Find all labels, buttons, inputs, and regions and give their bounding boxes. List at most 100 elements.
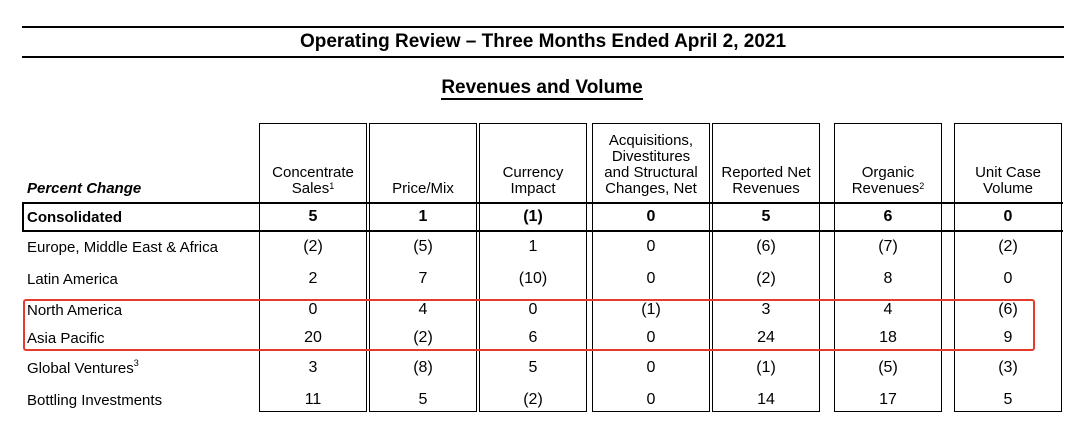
table-cell: 2: [308, 270, 318, 287]
table-cell: 0: [528, 301, 538, 318]
row-label: Europe, Middle East & Africa: [27, 239, 218, 256]
table-cell: 0: [646, 238, 656, 255]
table-cell: 6: [883, 208, 893, 225]
table-cell: (6): [756, 238, 776, 255]
table-cell: 4: [418, 301, 428, 318]
table-cell: 5: [761, 208, 771, 225]
column-header: Concentrate Sales1: [259, 165, 367, 197]
table-cell: (2): [756, 270, 776, 287]
table-cell: (6): [998, 301, 1018, 318]
table-cell: 3: [761, 301, 771, 318]
table-cell: 5: [418, 391, 428, 408]
table-cell: 18: [879, 329, 897, 346]
table-cell: 0: [646, 359, 656, 376]
table-cell: (5): [878, 359, 898, 376]
column-header: Acquisitions, Divestitures and Structural C…: [592, 133, 710, 197]
column-header: Currency Impact: [479, 165, 587, 197]
table-cell: 0: [308, 301, 318, 318]
column-header-line: Acquisitions,: [608, 132, 694, 149]
column-box: [712, 123, 820, 412]
column-header-line: Price/Mix: [392, 180, 454, 197]
table-cell: 0: [646, 391, 656, 408]
column-box: [834, 123, 942, 412]
row-label: North America: [27, 302, 122, 319]
row-label-text: North America: [27, 302, 123, 319]
title-rule: [22, 56, 1064, 58]
row-label-text: Consolidated: [27, 209, 123, 226]
table-cell: 5: [528, 359, 538, 376]
row-label-text: Global Ventures: [27, 360, 134, 377]
table-cell: 0: [646, 329, 656, 346]
row-label-text: Latin America: [27, 271, 118, 288]
top-rule: [22, 26, 1064, 28]
table-cell: 11: [304, 391, 322, 408]
footnote-marker: 2: [919, 181, 925, 191]
row-label: Latin America: [27, 271, 118, 288]
highlight-box: [23, 299, 1035, 351]
footnote-marker: 3: [133, 358, 139, 368]
column-header-line: Currency: [502, 164, 564, 181]
section-subtitle: Revenues and Volume: [0, 77, 1080, 100]
column-header-line: Impact: [510, 180, 556, 197]
column-header-line: Organic: [861, 164, 915, 181]
row-label: Bottling Investments: [27, 392, 162, 409]
table-cell: 0: [1003, 270, 1013, 287]
column-header-line: and Structural: [604, 164, 698, 181]
table-cell: 0: [646, 270, 656, 287]
column-header: Reported Net Revenues: [712, 165, 820, 197]
subtitle-text: Revenues and Volume: [441, 77, 643, 100]
column-box: [259, 123, 367, 412]
consolidated-rule: [22, 230, 1063, 232]
table-cell: (7): [878, 238, 898, 255]
table-cell: 14: [757, 391, 775, 408]
table-cell: 1: [418, 208, 428, 225]
column-header: Price/Mix: [369, 181, 477, 197]
column-header-line: Volume: [982, 180, 1034, 197]
table-cell: (10): [518, 270, 548, 287]
table-cell: (2): [413, 329, 433, 346]
column-header-line: Unit Case: [975, 164, 1041, 181]
column-header-line: Sales1: [291, 180, 335, 197]
column-header: Organic Revenues2: [834, 165, 942, 197]
row-label-text: Europe, Middle East & Africa: [27, 239, 218, 256]
row-label: Global Ventures3: [27, 358, 139, 377]
table-cell: 0: [1003, 208, 1013, 225]
column-header: Unit Case Volume: [954, 165, 1062, 197]
table-cell: 1: [528, 238, 538, 255]
column-header-line: Revenues2: [851, 180, 925, 197]
column-header-line: Reported Net: [721, 164, 811, 181]
table-cell: 7: [418, 270, 428, 287]
table-cell: 24: [757, 329, 775, 346]
row-label: Consolidated: [27, 209, 122, 226]
table-cell: 5: [308, 208, 318, 225]
table-cell: (8): [413, 359, 433, 376]
column-box: [369, 123, 477, 412]
row-label: Asia Pacific: [27, 330, 105, 347]
column-header-line: Concentrate: [272, 164, 354, 181]
table-cell: 20: [304, 329, 322, 346]
header-rule: [22, 202, 1063, 204]
column-box: [592, 123, 710, 412]
report-title: Operating Review – Three Months Ended Ap…: [299, 31, 787, 52]
table-cell: (5): [413, 238, 433, 255]
row-label-text: Asia Pacific: [27, 330, 105, 347]
table-cell: (1): [641, 301, 661, 318]
table-cell: 0: [646, 208, 656, 225]
column-box: [479, 123, 587, 412]
table-left-edge: [22, 202, 24, 232]
column-box: [954, 123, 1062, 412]
row-label-text: Bottling Investments: [27, 392, 163, 409]
footnote-marker: 1: [329, 181, 335, 191]
column-header-line: Divestitures: [611, 148, 691, 165]
table-cell: (2): [303, 238, 323, 255]
table-cell: 6: [528, 329, 538, 346]
table-cell: 8: [883, 270, 893, 287]
table-cell: (1): [523, 208, 543, 225]
table-cell: (2): [523, 391, 543, 408]
row-header-label: Percent Change: [27, 180, 142, 197]
column-header-line: Changes, Net: [605, 180, 697, 197]
table-cell: 5: [1003, 391, 1013, 408]
table-cell: (1): [756, 359, 776, 376]
table-cell: (2): [998, 238, 1018, 255]
table-cell: 17: [879, 391, 897, 408]
